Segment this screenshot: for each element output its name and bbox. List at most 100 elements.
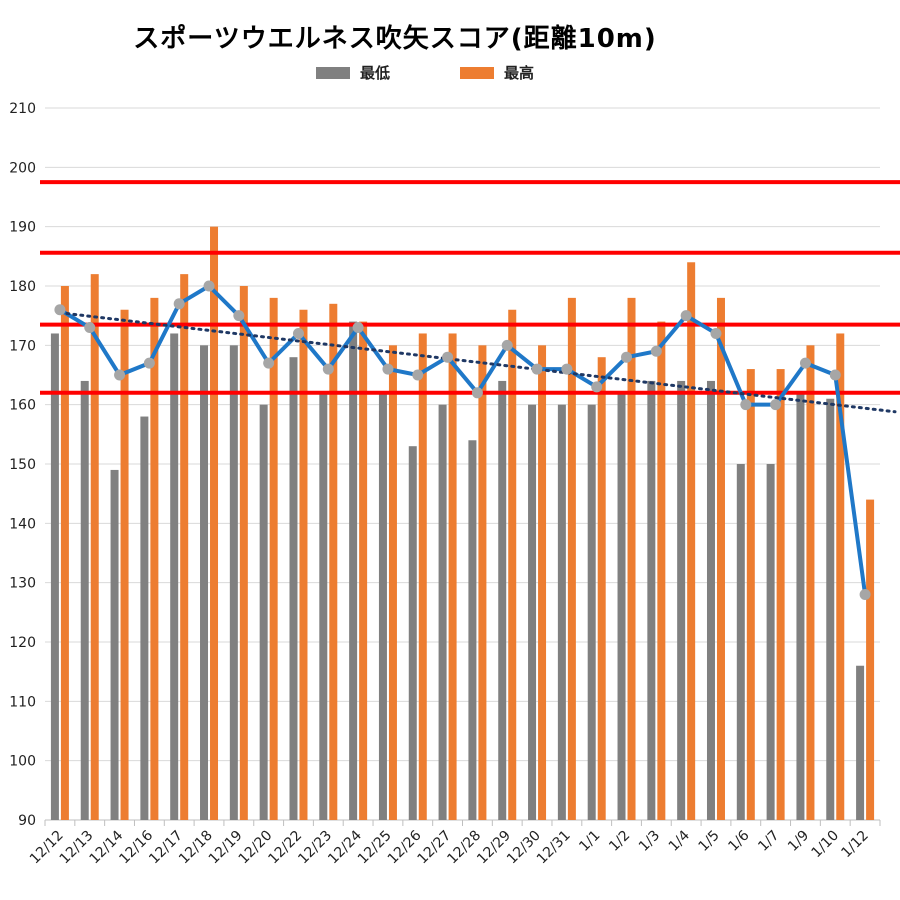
line-marker — [382, 363, 394, 375]
line-marker — [263, 357, 275, 369]
bar-min — [587, 404, 596, 820]
bar-max — [239, 286, 248, 820]
y-tick-label: 200 — [9, 160, 36, 176]
bar-max — [120, 309, 129, 820]
x-tick-label: 1/1 — [576, 828, 603, 855]
bar-min — [200, 345, 209, 820]
bar-max — [687, 262, 696, 820]
bar-max — [90, 274, 99, 821]
bar-max — [210, 226, 219, 820]
bar-min — [229, 345, 238, 820]
bar-max — [269, 297, 278, 820]
line-marker — [501, 339, 513, 351]
line-marker — [143, 357, 155, 369]
bar-max — [418, 333, 427, 820]
legend-item-min: 最低 — [315, 62, 390, 83]
trendline — [58, 311, 897, 414]
bar-min — [706, 380, 715, 820]
line-marker — [859, 589, 871, 601]
line-marker — [561, 363, 573, 375]
line-marker — [203, 280, 215, 292]
bar-min — [468, 440, 477, 820]
bar-min — [110, 469, 119, 820]
legend-item-max: 最高 — [460, 62, 534, 83]
bar-max — [657, 321, 666, 820]
line-marker — [621, 351, 633, 363]
line-marker — [770, 399, 782, 411]
x-tick-label: 1/4 — [666, 827, 693, 854]
bar-min — [736, 464, 745, 820]
bar-min — [140, 416, 149, 820]
bar-min — [289, 357, 298, 820]
bar-min — [826, 398, 835, 820]
x-tick-label: 1/10 — [809, 828, 843, 862]
line-marker — [591, 381, 603, 393]
line-marker — [471, 387, 483, 399]
line-marker — [54, 304, 66, 316]
bar-min — [80, 380, 89, 820]
bar-max — [776, 369, 785, 820]
bar-max — [597, 357, 606, 820]
y-tick-label: 110 — [9, 694, 36, 710]
line-marker — [352, 322, 364, 334]
y-tick-label: 130 — [9, 576, 36, 592]
line-marker — [531, 363, 543, 375]
bar-min — [259, 404, 268, 820]
bar-max — [508, 309, 517, 820]
x-tick-label: 12/31 — [534, 828, 574, 868]
line-marker — [710, 327, 722, 339]
bar-max — [299, 309, 308, 820]
y-tick-label: 120 — [9, 635, 36, 651]
line-marker — [322, 363, 334, 375]
y-tick-label: 150 — [9, 457, 36, 473]
bar-min — [766, 464, 775, 820]
bar-max — [359, 321, 368, 820]
bar-min — [50, 333, 59, 820]
x-tick-label: 1/5 — [696, 828, 723, 855]
y-tick-label: 210 — [9, 101, 36, 117]
line-marker — [114, 369, 126, 381]
legend-swatch-max — [460, 66, 494, 79]
bar-min — [349, 321, 358, 820]
bar-max — [806, 345, 815, 820]
bar-min — [796, 392, 805, 820]
x-tick-label: 1/3 — [636, 828, 663, 855]
bar-max — [448, 333, 457, 820]
bar-min — [856, 665, 865, 820]
line-marker — [233, 310, 245, 322]
bar-max — [746, 369, 755, 820]
legend: 最低 最高 — [0, 62, 850, 83]
line-marker — [412, 369, 424, 381]
y-tick-label: 140 — [9, 516, 36, 532]
bar-max — [478, 345, 487, 820]
bar-max — [180, 274, 189, 821]
bar-min — [647, 380, 656, 820]
bar-max — [329, 303, 338, 820]
bar-min — [677, 380, 686, 820]
line-marker — [799, 357, 811, 369]
y-tick-label: 190 — [9, 220, 36, 236]
bar-min — [170, 333, 179, 820]
y-tick-label: 100 — [9, 754, 36, 770]
y-tick-label: 180 — [9, 279, 36, 295]
line-marker — [442, 351, 454, 363]
bar-max — [60, 286, 69, 820]
line-marker — [173, 298, 185, 310]
y-tick-label: 170 — [9, 338, 36, 354]
bar-max — [150, 297, 159, 820]
line-marker — [829, 369, 841, 381]
line-marker — [650, 345, 662, 357]
bar-max — [538, 345, 547, 820]
bar-max — [388, 345, 397, 820]
bar-max — [866, 499, 875, 820]
bar-min — [408, 446, 417, 820]
bar-max — [836, 333, 845, 820]
legend-label-max: 最高 — [504, 64, 535, 82]
x-tick-label: 1/2 — [606, 828, 633, 855]
bar-min — [528, 404, 537, 820]
y-tick-label: 160 — [9, 398, 36, 414]
line-marker — [292, 327, 304, 339]
bar-min — [617, 392, 626, 820]
bar-min — [319, 392, 328, 820]
